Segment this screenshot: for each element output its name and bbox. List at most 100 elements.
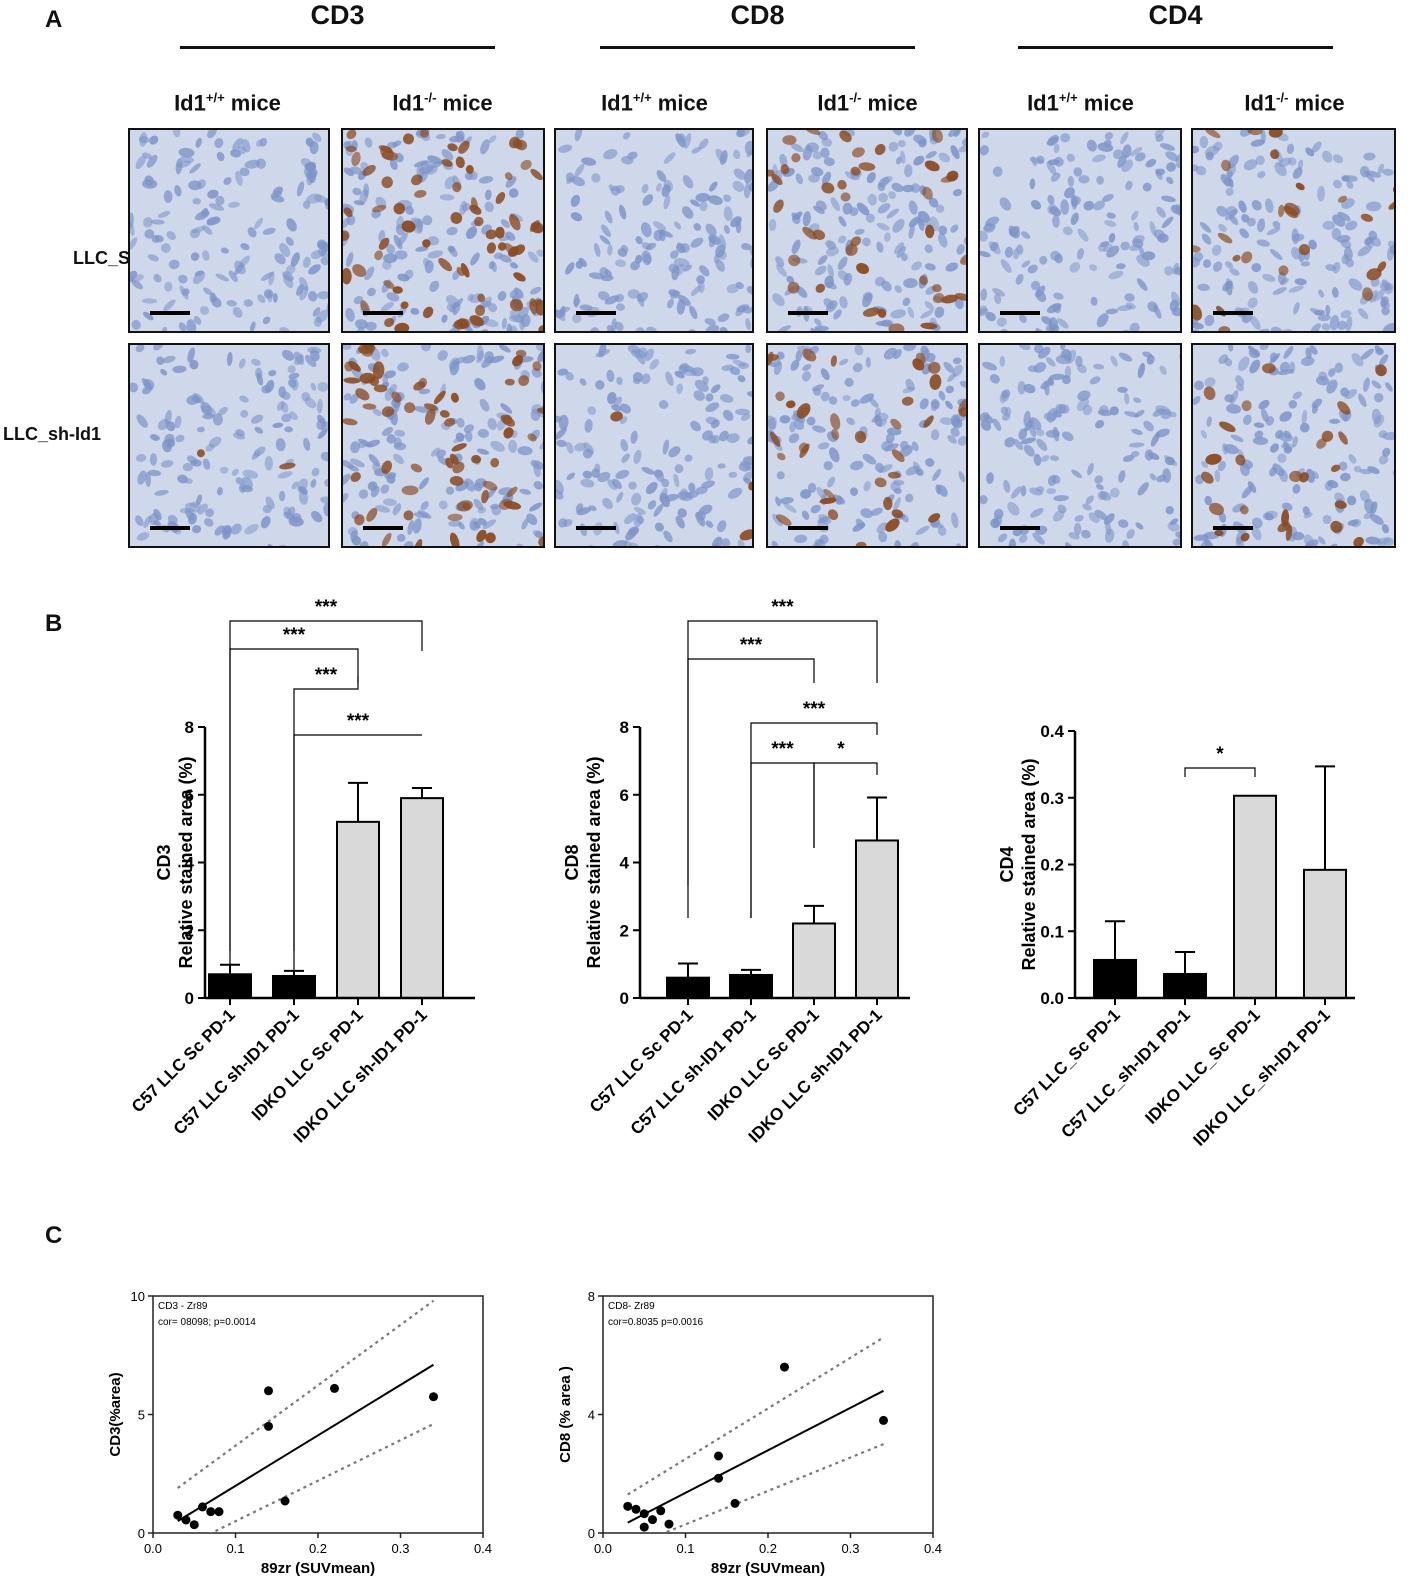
nucleus	[735, 408, 750, 416]
positive-cell	[1204, 130, 1221, 139]
row-label-llc-sh-id1: LLC_sh-Id1	[3, 424, 102, 444]
nucleus	[740, 460, 752, 471]
nucleus	[730, 216, 742, 228]
nucleus	[950, 414, 961, 427]
significance-bracket	[813, 762, 878, 848]
nucleus	[1291, 246, 1301, 260]
positive-cell	[1241, 251, 1253, 264]
nucleus	[1106, 245, 1120, 258]
nucleus	[177, 474, 188, 484]
positive-cell	[520, 159, 532, 170]
data-point	[656, 1506, 666, 1516]
x-tick-label: 0.0	[144, 1541, 162, 1556]
nucleus	[192, 198, 201, 205]
nucleus	[1103, 244, 1113, 253]
nucleus	[1193, 257, 1200, 268]
nucleus	[1133, 397, 1142, 403]
nucleus	[1094, 509, 1108, 521]
nucleus	[685, 491, 699, 499]
positive-cell	[1366, 268, 1382, 281]
data-point	[206, 1507, 216, 1517]
y-tick-label: 0	[185, 989, 194, 1008]
x-tick-label: IDKO LLC Sc PD-1	[704, 1005, 823, 1124]
nucleus	[677, 508, 687, 518]
nucleus	[829, 447, 840, 463]
positive-cell	[1219, 421, 1236, 433]
nucleus	[653, 469, 663, 478]
nucleus	[1345, 316, 1353, 331]
significance-label: ***	[771, 597, 794, 618]
nucleus	[446, 327, 460, 331]
nucleus	[674, 221, 682, 230]
tile-cd4-wt-llc-sh-id1	[978, 343, 1182, 548]
nucleus	[892, 130, 903, 136]
nucleus	[1383, 537, 1394, 546]
cd8-ko-mice-label: Id1-/- mice	[817, 90, 918, 116]
nucleus	[297, 478, 308, 493]
nucleus	[985, 311, 996, 322]
tissue-image	[130, 345, 328, 546]
positive-cell	[509, 214, 521, 231]
nucleus	[1369, 513, 1384, 525]
data-point	[264, 1386, 273, 1396]
nucleus	[404, 269, 414, 280]
nucleus	[1135, 522, 1144, 530]
nucleus	[484, 189, 492, 201]
nucleus	[316, 418, 327, 430]
positive-cell	[404, 402, 416, 414]
nucleus	[1169, 299, 1179, 312]
nucleus	[632, 378, 641, 385]
nucleus	[992, 418, 1002, 431]
positive-cell	[343, 268, 352, 285]
nucleus	[1085, 495, 1094, 505]
nucleus	[1272, 220, 1281, 229]
positive-cell	[344, 361, 353, 372]
nucleus	[863, 481, 871, 492]
nucleus	[298, 490, 308, 505]
positive-cell	[928, 361, 941, 374]
nucleus	[556, 309, 566, 319]
nucleus	[135, 454, 147, 462]
nucleus	[1371, 380, 1382, 389]
positive-cell	[538, 535, 543, 546]
nucleus	[1214, 469, 1221, 483]
nucleus	[462, 354, 476, 364]
ci-upper-line	[177, 1299, 435, 1489]
nucleus	[1229, 390, 1239, 405]
nucleus	[652, 221, 667, 232]
nucleus	[1038, 346, 1051, 359]
y-tick-label: 6	[620, 786, 629, 805]
nucleus	[693, 223, 702, 231]
nucleus	[202, 250, 210, 261]
tile-cd3-ko-llc-sc	[341, 128, 545, 333]
positive-cell	[776, 452, 786, 461]
nucleus	[821, 137, 833, 147]
nucleus	[1270, 443, 1279, 453]
positive-cell	[1338, 431, 1348, 445]
positive-cell	[366, 507, 378, 522]
nucleus	[130, 270, 138, 284]
nucleus	[904, 130, 915, 137]
nucleus	[1149, 473, 1157, 481]
nucleus	[704, 467, 714, 481]
significance-label: *	[837, 739, 845, 760]
positive-cell	[447, 513, 463, 522]
nucleus	[606, 369, 615, 383]
positive-cell	[830, 413, 841, 431]
nucleus	[1303, 512, 1313, 519]
nucleus	[786, 275, 795, 284]
nucleus	[1054, 253, 1063, 264]
positive-cell	[384, 317, 395, 328]
nucleus	[1272, 463, 1285, 477]
annotation-title: CD3 - Zr89	[158, 1301, 208, 1312]
nucleus	[216, 151, 225, 162]
nucleus	[1073, 167, 1083, 177]
nucleus	[515, 130, 525, 139]
nucleus	[190, 252, 200, 261]
nucleus	[312, 307, 321, 317]
nucleus	[306, 168, 318, 179]
nucleus	[367, 287, 376, 297]
nucleus	[365, 321, 377, 331]
nucleus	[884, 232, 891, 242]
nucleus	[665, 371, 674, 387]
